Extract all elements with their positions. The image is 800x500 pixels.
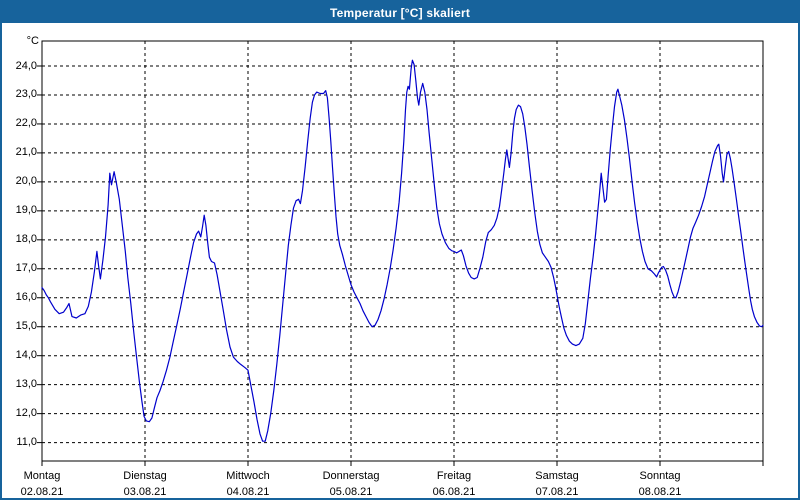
plot-border bbox=[41, 40, 764, 462]
y-axis-label: 20,0 bbox=[15, 175, 37, 188]
y-axis-label: 19,0 bbox=[15, 204, 37, 217]
x-axis-date-label: 02.08.21 bbox=[20, 486, 64, 498]
x-axis-date-label: 04.08.21 bbox=[226, 486, 270, 498]
y-axis-label: 12,0 bbox=[15, 407, 37, 420]
y-axis-label: 14,0 bbox=[15, 349, 37, 362]
title-bar: Temperatur [°C] skaliert bbox=[2, 2, 798, 23]
y-axis-label: 13,0 bbox=[15, 378, 37, 391]
x-axis-date-label: 06.08.21 bbox=[432, 486, 476, 498]
x-axis-day-label: Freitag bbox=[436, 470, 472, 482]
chart-title: Temperatur [°C] skaliert bbox=[329, 5, 471, 20]
y-axis-label: 16,0 bbox=[15, 291, 37, 304]
x-axis-date-label: 05.08.21 bbox=[329, 486, 373, 498]
y-axis-unit-label: °C bbox=[26, 35, 39, 47]
x-axis-day-label: Samstag bbox=[535, 470, 579, 482]
y-axis-label: 15,0 bbox=[15, 320, 37, 333]
y-axis-label: 21,0 bbox=[15, 146, 37, 159]
x-axis-day-label: Montag bbox=[23, 470, 61, 482]
x-axis-day-label: Donnerstag bbox=[322, 470, 380, 482]
x-axis-day-label: Sonntag bbox=[639, 470, 681, 482]
y-axis-label: 11,0 bbox=[16, 436, 37, 449]
x-axis-date-label: 08.08.21 bbox=[638, 486, 682, 498]
y-axis-label: 17,0 bbox=[15, 262, 37, 275]
y-axis-label: 23,0 bbox=[15, 88, 37, 101]
x-axis-date-label: 07.08.21 bbox=[535, 486, 579, 498]
y-axis-label: 22,0 bbox=[15, 117, 37, 130]
y-axis-label: 18,0 bbox=[15, 233, 37, 246]
x-axis-day-label: Dienstag bbox=[123, 470, 167, 482]
x-axis-date-label: 03.08.21 bbox=[123, 486, 167, 498]
temperature-series-line bbox=[41, 59, 764, 442]
y-axis-label: 24,0 bbox=[15, 59, 37, 72]
x-axis-day-label: Mittwoch bbox=[226, 470, 270, 482]
